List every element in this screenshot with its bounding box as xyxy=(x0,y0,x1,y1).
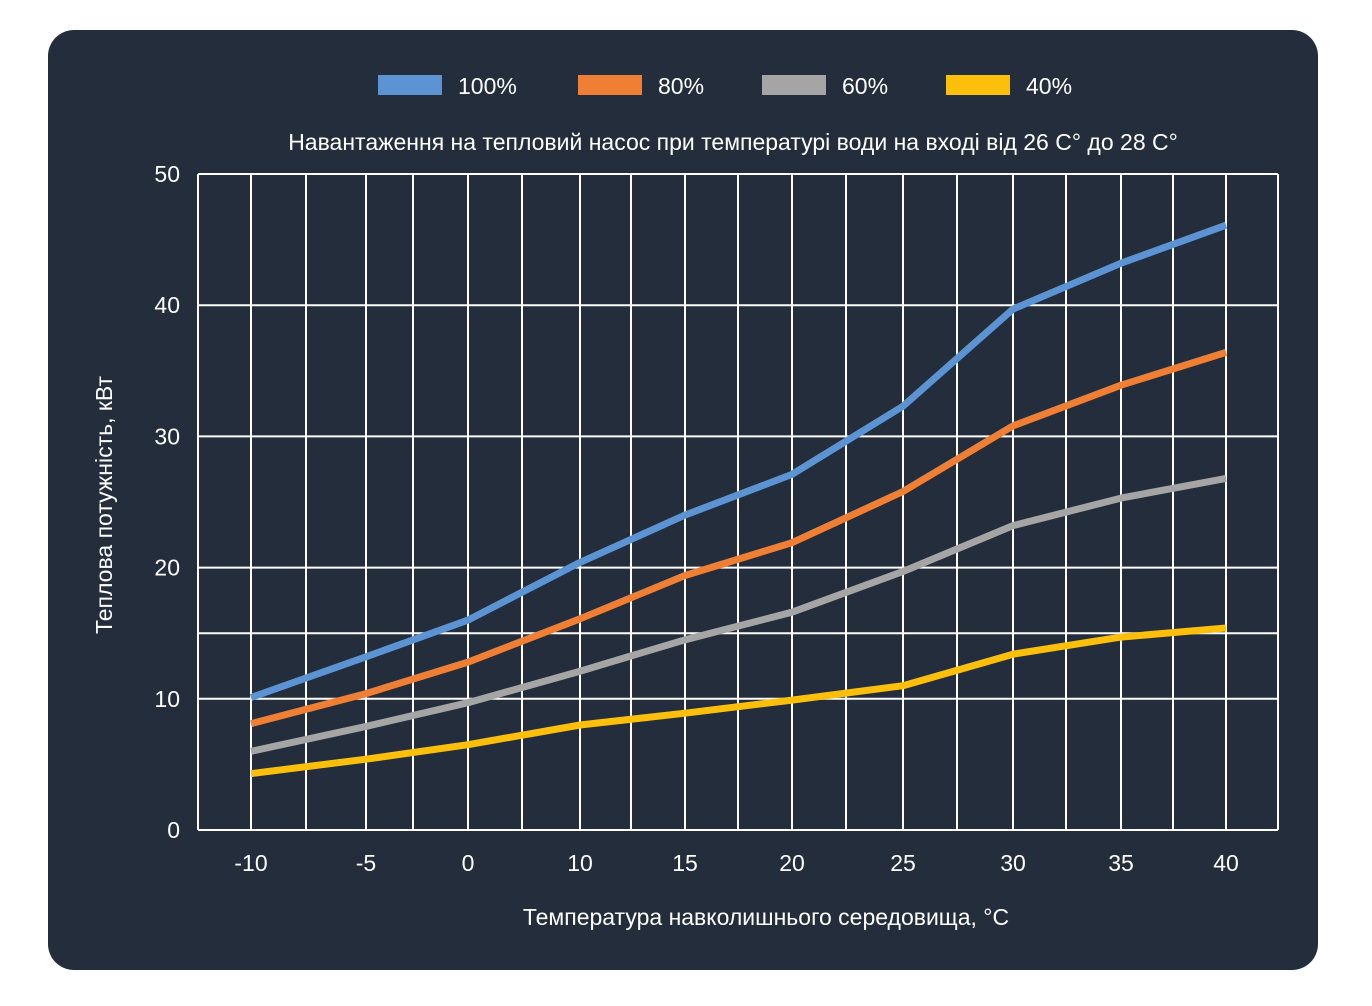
legend-swatch xyxy=(578,75,642,95)
legend-swatch xyxy=(378,75,442,95)
series-line-80pct xyxy=(250,349,1228,728)
y-tick-label: 10 xyxy=(154,686,180,712)
legend-swatch xyxy=(946,75,1010,95)
x-tick-label: 40 xyxy=(1213,850,1239,876)
x-tick-label: 20 xyxy=(779,850,805,876)
y-tick-label: 40 xyxy=(154,292,180,318)
legend-swatch xyxy=(762,75,826,95)
y-tick-labels: 0 10 20 30 40 50 xyxy=(154,161,180,843)
series-line-40pct xyxy=(250,624,1227,778)
y-axis-label: Теплова потужність, кВт xyxy=(91,375,117,634)
y-tick-label: 0 xyxy=(167,817,180,843)
chart-title: Навантаження на тепловий насос при темпе… xyxy=(288,129,1178,155)
x-tick-label: 35 xyxy=(1108,850,1134,876)
x-tick-label: 25 xyxy=(890,850,916,876)
x-axis-label: Температура навколишнього середовища, °C xyxy=(523,904,1009,930)
x-tick-labels: -10 -5 0 10 15 20 25 30 35 40 xyxy=(234,850,1238,876)
series-lines xyxy=(249,221,1228,778)
x-tick-label: -5 xyxy=(356,850,376,876)
legend-label: 40% xyxy=(1026,73,1072,99)
series-line-100pct xyxy=(249,221,1228,701)
legend-label: 80% xyxy=(658,73,704,99)
y-tick-label: 30 xyxy=(154,423,180,449)
legend: 100% 80% 60% 40% xyxy=(378,73,1072,99)
grid xyxy=(197,173,1279,831)
x-tick-label: 10 xyxy=(567,850,593,876)
x-tick-label: 0 xyxy=(462,850,475,876)
x-tick-label: -10 xyxy=(234,850,267,876)
y-tick-label: 50 xyxy=(154,161,180,187)
legend-label: 100% xyxy=(458,73,517,99)
legend-label: 60% xyxy=(842,73,888,99)
x-tick-label: 15 xyxy=(672,850,698,876)
x-tick-label: 30 xyxy=(1000,850,1026,876)
series-line-60pct xyxy=(250,474,1227,755)
y-tick-label: 20 xyxy=(154,555,180,581)
